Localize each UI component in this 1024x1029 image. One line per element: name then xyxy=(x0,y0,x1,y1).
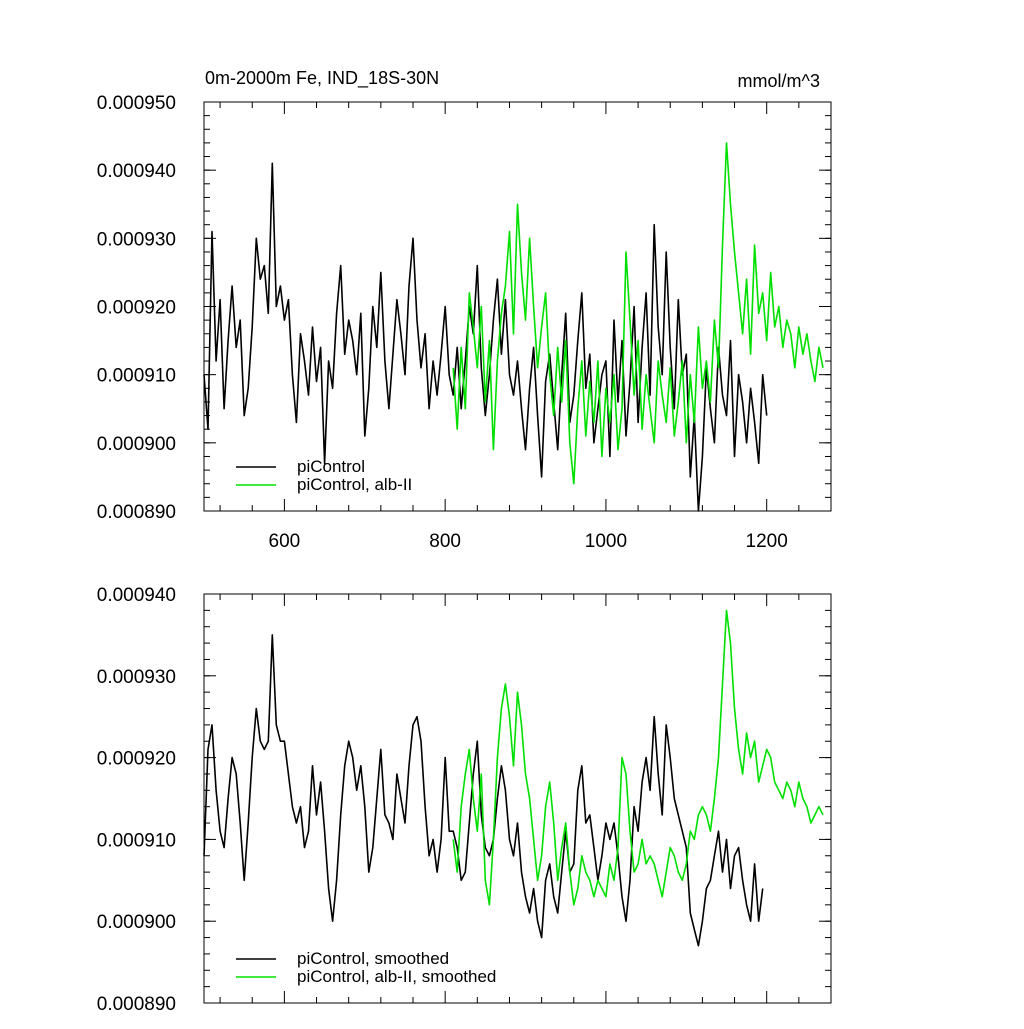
top-y-tick-label: 0.000950 xyxy=(97,93,176,114)
units-label: mmol/m^3 xyxy=(738,71,820,91)
top-x-tick-label: 600 xyxy=(269,531,301,552)
top-y-tick-label: 0.000900 xyxy=(97,434,176,455)
bottom-panel: 0.000890 0.000900 0.000910 0.000920 0.000930… xyxy=(97,585,832,1015)
bottom-y-tick-label: 0.000910 xyxy=(97,830,176,851)
bottom-series-group xyxy=(203,609,824,947)
bottom-series-line-0 xyxy=(203,634,764,947)
bottom-axes: 0.000890 0.000900 0.000910 0.000920 0.000930… xyxy=(97,585,832,1015)
top-panel: 0m-2000m Fe, IND_18S-30N mmol/m^3 600 800… xyxy=(97,68,832,552)
bottom-y-tick-label: 0.000920 xyxy=(97,749,176,770)
top-x-tick-label: 1200 xyxy=(746,531,788,552)
top-x-tick-label: 800 xyxy=(429,531,461,552)
top-y-tick-label: 0.000890 xyxy=(97,502,176,523)
top-series-group xyxy=(203,142,824,512)
bottom-y-tick-label: 0.000890 xyxy=(97,994,176,1015)
bottom-plot-frame xyxy=(203,593,832,1004)
top-legend-label-1: piControl, alb-II xyxy=(297,475,412,494)
bottom-series-line-1 xyxy=(452,609,824,906)
top-x-tick-label: 1000 xyxy=(585,531,627,552)
top-series-line-1 xyxy=(452,142,824,485)
top-plot-frame xyxy=(203,101,832,512)
bottom-y-tick-label: 0.000940 xyxy=(97,585,176,606)
top-y-tick-label: 0.000930 xyxy=(97,229,176,250)
top-y-tick-label: 0.000910 xyxy=(97,366,176,387)
bottom-legend-label-0: piControl, smoothed xyxy=(297,949,449,968)
top-series-line-0 xyxy=(203,162,768,512)
top-y-tick-label: 0.000940 xyxy=(97,161,176,182)
top-axes: 600 800 1000 1200 0.000890 0.000900 0.000910 0.… xyxy=(97,93,832,552)
top-legend-label-0: piControl xyxy=(297,457,365,476)
bottom-y-tick-label: 0.000930 xyxy=(97,667,176,688)
chart-title: 0m-2000m Fe, IND_18S-30N xyxy=(205,68,439,89)
top-y-tick-label: 0.000920 xyxy=(97,298,176,319)
bottom-y-tick-label: 0.000900 xyxy=(97,912,176,933)
bottom-legend-label-1: piControl, alb-II, smoothed xyxy=(297,967,496,986)
